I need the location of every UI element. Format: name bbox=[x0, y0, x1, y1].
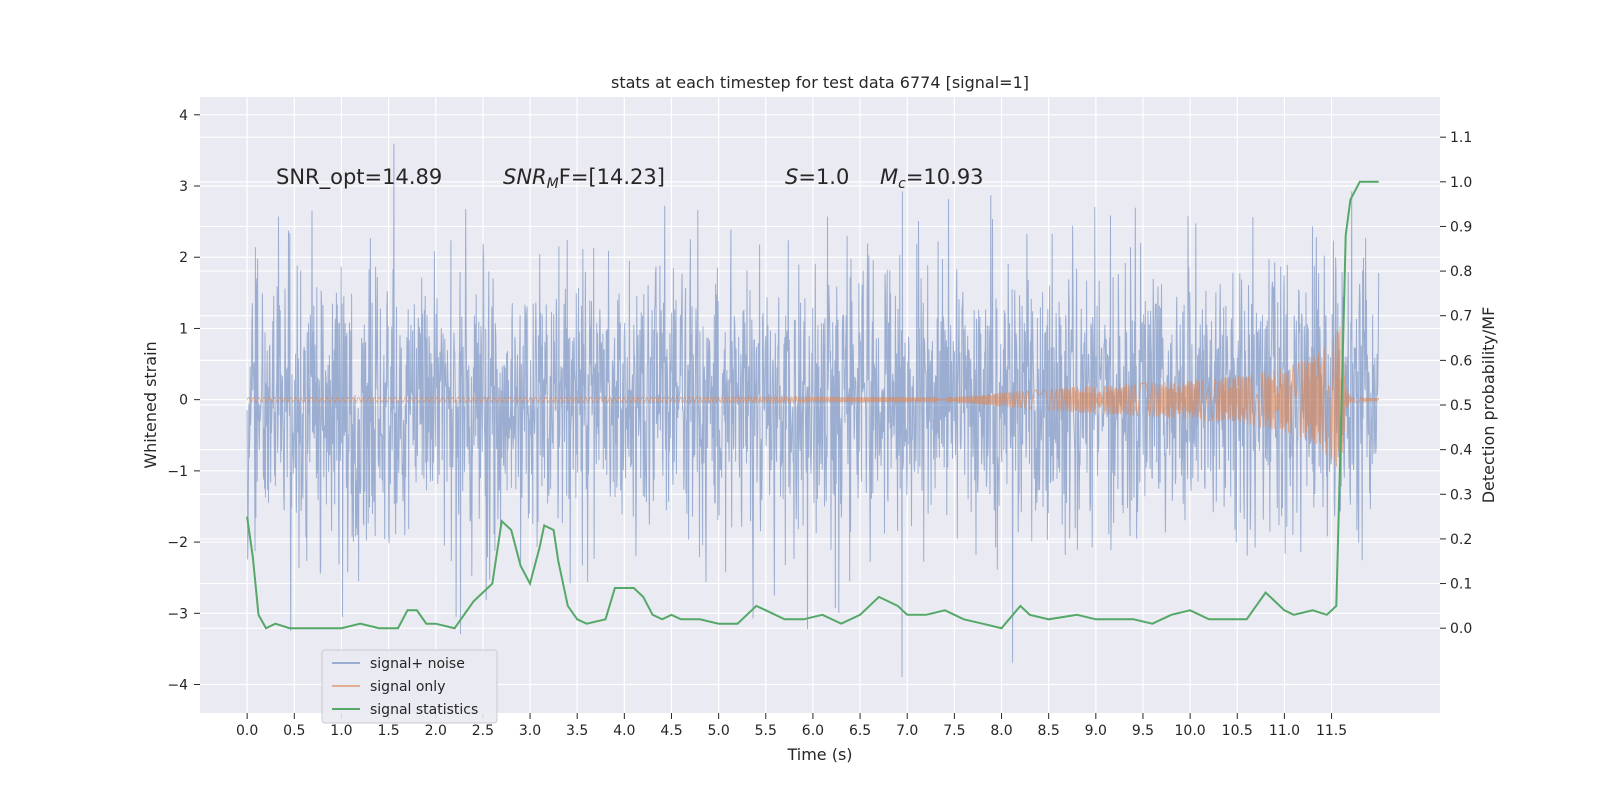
y2-tick-label: 0.3 bbox=[1450, 487, 1472, 503]
y2-axis: 1.1 1.0 0.9 0.8 0.7 0.6 0.5 0.4 0.3 0.2 0.1 0.0 bbox=[1440, 130, 1472, 637]
x-tick-label: 1.0 bbox=[330, 723, 352, 739]
y-tick-label: 1 bbox=[179, 321, 188, 337]
legend-box bbox=[321, 649, 498, 724]
x-tick-label: 2.5 bbox=[472, 723, 494, 739]
plot-area bbox=[246, 143, 1380, 678]
y2-tick-label: 0.7 bbox=[1450, 309, 1472, 325]
annotation-s-main: S bbox=[785, 165, 798, 189]
y2-tick-label: 1.0 bbox=[1450, 175, 1472, 191]
annotation-s: S=1.0 bbox=[785, 165, 849, 189]
x-tick-label: 10.0 bbox=[1175, 723, 1206, 739]
annotation-snr-mf-sub: M bbox=[547, 176, 559, 192]
x-tick-label: 6.0 bbox=[802, 723, 824, 739]
x-tick-label: 10.5 bbox=[1222, 723, 1253, 739]
y-axis: 4 3 2 1 0 −1 −2 −3 −4 bbox=[167, 108, 200, 694]
y2-tick-label: 1.1 bbox=[1450, 130, 1472, 146]
grid bbox=[200, 97, 1440, 713]
y-tick-label: 0 bbox=[179, 393, 188, 409]
y2-axis-label: Detection probability/MF bbox=[1479, 307, 1498, 504]
y2-tick-label: 0.0 bbox=[1450, 621, 1472, 637]
y2-tick-label: 0.9 bbox=[1450, 219, 1472, 235]
x-tick-label: 8.0 bbox=[990, 723, 1012, 739]
legend: signal+ noise signal only signal statist… bbox=[321, 649, 498, 724]
y-tick-label: 2 bbox=[179, 250, 188, 266]
chart-title: stats at each timestep for test data 677… bbox=[611, 73, 1029, 92]
annotation-mc-rest: =10.93 bbox=[906, 165, 984, 189]
y-tick-label: 3 bbox=[179, 179, 188, 195]
annotation-snr-mf: SNRMF=[14.23] bbox=[503, 165, 665, 192]
x-tick-label: 4.5 bbox=[660, 723, 682, 739]
series-signal-noise bbox=[246, 143, 1380, 678]
annotation-s-rest: =1.0 bbox=[798, 165, 849, 189]
x-tick-label: 8.5 bbox=[1038, 723, 1060, 739]
x-tick-label: 9.5 bbox=[1132, 723, 1154, 739]
legend-label-signal-only: signal only bbox=[370, 679, 445, 695]
x-axis: 0.0 0.5 1.0 1.5 2.0 2.5 3.0 3.5 4.0 4.5 5.0 5.5 6.0 6… bbox=[236, 713, 1347, 739]
y-axis-label: Whitened strain bbox=[141, 341, 160, 468]
x-tick-label: 2.0 bbox=[425, 723, 447, 739]
x-tick-label: 0.0 bbox=[236, 723, 258, 739]
annotation-snr-opt: SNR_opt=14.89 bbox=[276, 165, 442, 190]
y-tick-label: −4 bbox=[167, 678, 188, 694]
annotation-mc-sub: c bbox=[898, 176, 906, 192]
x-axis-label: Time (s) bbox=[786, 745, 852, 764]
x-tick-label: 7.5 bbox=[943, 723, 965, 739]
y-tick-label: −3 bbox=[167, 606, 188, 622]
x-tick-label: 6.5 bbox=[849, 723, 871, 739]
x-tick-label: 11.5 bbox=[1316, 723, 1347, 739]
x-tick-label: 1.5 bbox=[377, 723, 399, 739]
legend-label-signal-noise: signal+ noise bbox=[370, 656, 465, 672]
x-tick-label: 11.0 bbox=[1269, 723, 1300, 739]
series-signal-only bbox=[246, 326, 1380, 467]
y2-tick-label: 0.8 bbox=[1450, 264, 1472, 280]
y2-tick-label: 0.1 bbox=[1450, 577, 1472, 593]
x-tick-label: 3.5 bbox=[566, 723, 588, 739]
y2-tick-label: 0.6 bbox=[1450, 353, 1472, 369]
x-tick-label: 4.0 bbox=[613, 723, 635, 739]
x-tick-label: 3.0 bbox=[519, 723, 541, 739]
y-tick-label: −2 bbox=[167, 535, 188, 551]
legend-label-signal-statistics: signal statistics bbox=[370, 702, 478, 718]
annotation-mc: Mc=10.93 bbox=[880, 165, 984, 192]
x-tick-label: 5.0 bbox=[707, 723, 729, 739]
y-tick-label: −1 bbox=[167, 464, 188, 480]
x-tick-label: 0.5 bbox=[283, 723, 305, 739]
annotation-mc-main: M bbox=[880, 165, 898, 189]
x-tick-label: 5.5 bbox=[755, 723, 777, 739]
y2-tick-label: 0.4 bbox=[1450, 443, 1472, 459]
annotation-snr-mf-main: SNR bbox=[503, 165, 547, 189]
y-tick-label: 4 bbox=[179, 108, 188, 124]
series-signal-statistics bbox=[246, 180, 1379, 630]
annotation-snr-mf-rest: F=[14.23] bbox=[559, 165, 665, 189]
x-tick-label: 7.0 bbox=[896, 723, 918, 739]
x-tick-label: 9.0 bbox=[1085, 723, 1107, 739]
y2-tick-label: 0.2 bbox=[1450, 532, 1472, 548]
y2-tick-label: 0.5 bbox=[1450, 398, 1472, 414]
